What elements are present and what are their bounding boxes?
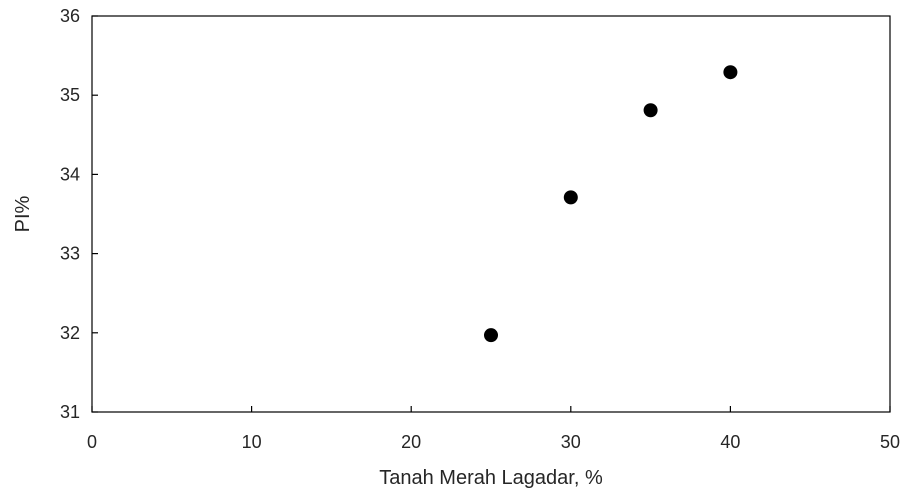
x-tick-label: 40	[720, 432, 740, 452]
x-axis-title: Tanah Merah Lagadar, %	[379, 467, 603, 489]
x-tick-label: 0	[87, 432, 97, 452]
y-tick-label: 33	[60, 244, 80, 264]
y-tick-label: 35	[60, 85, 80, 105]
data-point	[484, 328, 498, 343]
data-point	[563, 190, 578, 205]
data-points	[484, 65, 738, 343]
x-tick-label: 50	[880, 432, 900, 452]
y-tick-label: 32	[60, 323, 80, 343]
x-tick-label: 30	[561, 432, 581, 452]
y-axis-title: PI%	[12, 195, 34, 232]
y-tick-label: 36	[60, 6, 80, 26]
x-tick-label: 20	[401, 432, 421, 452]
y-tick-label: 31	[60, 402, 80, 422]
x-axis-ticks: 0 10 20 30 40 50	[87, 406, 900, 452]
data-point	[723, 65, 738, 80]
y-tick-label: 34	[60, 164, 80, 184]
plot-area	[91, 15, 891, 413]
x-tick-label: 10	[242, 432, 262, 452]
data-point	[643, 103, 658, 118]
y-axis-ticks: 31 32 33 34 35 36	[60, 6, 98, 422]
